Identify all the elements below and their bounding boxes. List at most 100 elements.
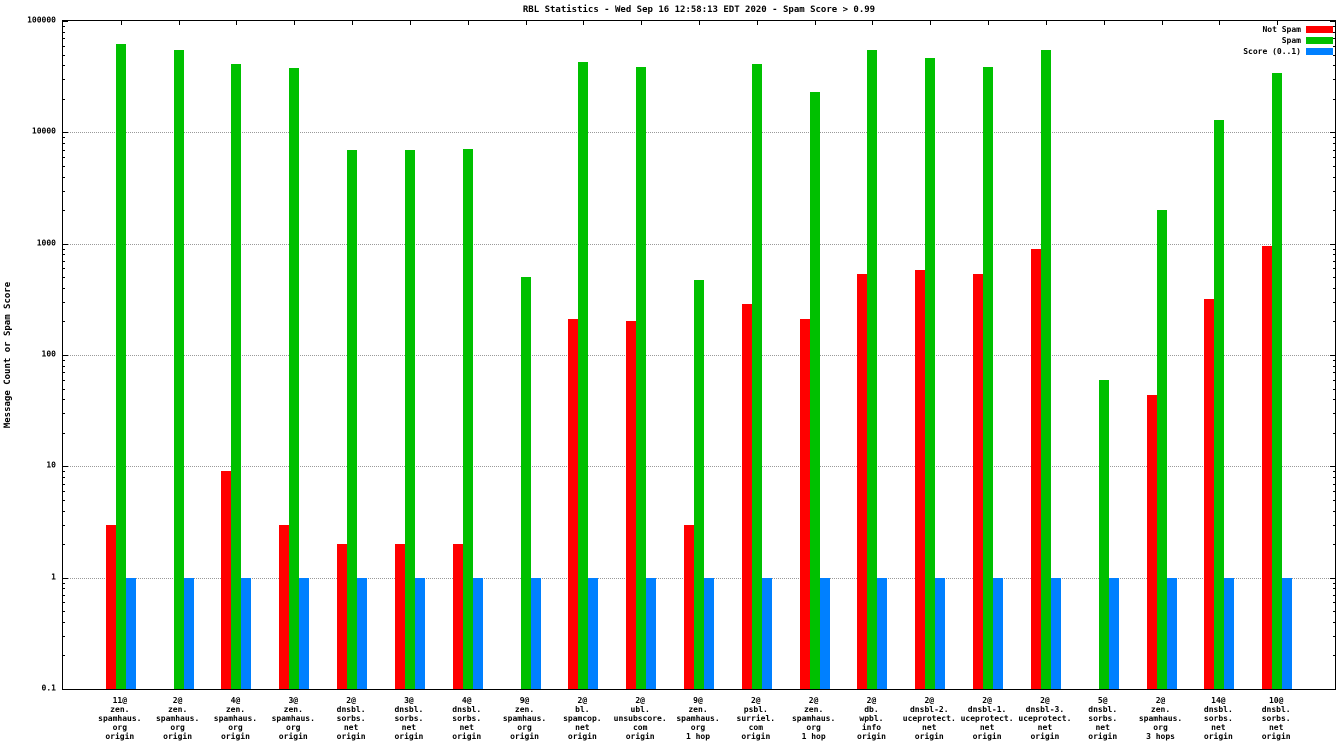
bar-score-0-1 bbox=[1224, 577, 1235, 689]
y-axis-minor-tick bbox=[63, 588, 65, 590]
y-axis-minor-tick bbox=[63, 544, 65, 546]
bar-score-0-1 bbox=[935, 577, 946, 689]
y-axis-tick-label: 1000 bbox=[36, 238, 56, 248]
x-axis-label: 2@ dnsbl-3. uceprotect. net origin bbox=[1018, 696, 1072, 741]
bar-spam bbox=[578, 61, 589, 689]
bar-spam bbox=[694, 280, 704, 689]
y-axis-minor-tick bbox=[1333, 477, 1335, 479]
y-axis-minor-tick bbox=[63, 432, 65, 434]
y-axis-minor-tick bbox=[1333, 210, 1335, 212]
bar-not-spam bbox=[568, 319, 579, 689]
y-axis-minor-tick bbox=[1333, 594, 1335, 596]
bar-not-spam bbox=[915, 270, 926, 689]
y-axis-minor-tick bbox=[1333, 79, 1335, 81]
y-axis-tick bbox=[1330, 21, 1335, 22]
x-axis-label: 2@ dnsbl-2. uceprotect. net origin bbox=[902, 696, 956, 741]
y-axis-minor-tick bbox=[1333, 655, 1335, 657]
bar-score-0-1 bbox=[761, 577, 772, 689]
y-axis-minor-tick bbox=[1333, 137, 1335, 139]
x-axis-label: 14@ dnsbl. sorbs. net origin bbox=[1203, 696, 1233, 741]
y-axis-minor-tick bbox=[1333, 98, 1335, 100]
y-axis-minor-tick bbox=[1333, 54, 1335, 56]
y-axis-minor-tick bbox=[63, 321, 65, 323]
bar-spam bbox=[1040, 49, 1051, 689]
bar-score-0-1 bbox=[241, 577, 252, 689]
y-axis-minor-tick bbox=[1333, 491, 1335, 493]
legend-label-not-spam: Not Spam bbox=[1262, 24, 1301, 34]
bar-score-0-1 bbox=[819, 577, 830, 689]
bar-not-spam bbox=[394, 544, 405, 689]
y-axis-tick bbox=[63, 243, 68, 245]
y-axis-minor-tick bbox=[63, 655, 65, 657]
y-axis-minor-tick bbox=[1333, 582, 1335, 584]
x-axis-label: 2@ dnsbl-1. uceprotect. net origin bbox=[960, 696, 1014, 741]
bar-score-0-1 bbox=[125, 577, 136, 689]
bar-score-0-1 bbox=[1282, 577, 1293, 689]
y-axis-minor-tick bbox=[1333, 360, 1335, 362]
x-axis-tick bbox=[1045, 21, 1047, 25]
x-axis-label: 3@ dnsbl. sorbs. net origin bbox=[394, 696, 424, 741]
y-axis-tick-label: 100000 bbox=[27, 15, 56, 25]
bar-not-spam bbox=[1030, 248, 1041, 689]
y-axis-minor-tick bbox=[1333, 611, 1335, 613]
y-axis-minor-tick bbox=[63, 54, 65, 56]
y-axis-minor-tick bbox=[1333, 31, 1335, 33]
y-axis-minor-tick bbox=[63, 45, 65, 47]
y-axis-minor-tick bbox=[63, 31, 65, 33]
y-axis-minor-tick bbox=[63, 157, 65, 159]
y-axis-minor-tick bbox=[63, 483, 65, 485]
bar-spam bbox=[1214, 119, 1225, 689]
bar-spam bbox=[115, 44, 126, 689]
bar-score-0-1 bbox=[588, 577, 599, 689]
legend-label-score: Score (0..1) bbox=[1243, 46, 1301, 56]
y-axis-minor-tick bbox=[63, 399, 65, 401]
y-axis-minor-tick bbox=[63, 491, 65, 493]
y-axis-minor-tick bbox=[1333, 38, 1335, 40]
bar-spam bbox=[404, 149, 415, 689]
y-axis-minor-tick bbox=[63, 524, 65, 526]
bar-score-0-1 bbox=[993, 577, 1004, 689]
bar-score-0-1 bbox=[1166, 577, 1177, 689]
x-axis-tick bbox=[1219, 21, 1221, 25]
y-axis-minor-tick bbox=[1333, 432, 1335, 434]
x-axis-tick bbox=[236, 21, 238, 25]
x-axis-label: 2@ bl. spamcop. net origin bbox=[563, 696, 602, 741]
y-axis-minor-tick bbox=[1333, 621, 1335, 623]
y-axis-minor-tick bbox=[63, 143, 65, 145]
y-axis-minor-tick bbox=[63, 149, 65, 151]
y-axis-tick bbox=[1330, 243, 1335, 245]
bar-not-spam bbox=[1204, 298, 1215, 689]
x-axis-label: 9@ zen. spamhaus. org 1 hop bbox=[676, 696, 720, 741]
bar-spam bbox=[520, 277, 531, 689]
bar-not-spam bbox=[857, 274, 868, 689]
bar-score-0-1 bbox=[646, 577, 657, 689]
legend-swatch-not-spam bbox=[1306, 25, 1333, 33]
x-axis-tick bbox=[583, 21, 585, 25]
y-axis-minor-tick bbox=[63, 176, 65, 178]
x-axis-label: 4@ zen. spamhaus. org origin bbox=[213, 696, 258, 741]
x-axis-label: 2@ zen. spamhaus. org 1 hop bbox=[791, 696, 836, 741]
y-axis-tick bbox=[1330, 132, 1335, 134]
bar-spam bbox=[751, 64, 762, 689]
x-axis-label: 2@ ubl. unsubscore. com origin bbox=[613, 696, 667, 741]
bar-not-spam bbox=[337, 544, 348, 689]
bar-score-0-1 bbox=[183, 577, 194, 689]
y-axis-minor-tick bbox=[1333, 45, 1335, 47]
x-axis-label: 4@ dnsbl. sorbs. net origin bbox=[452, 696, 482, 741]
y-axis-minor-tick bbox=[63, 602, 65, 604]
y-axis-tick bbox=[63, 355, 68, 356]
y-axis-minor-tick bbox=[1333, 483, 1335, 485]
y-axis-minor-tick bbox=[1333, 260, 1335, 262]
y-axis-minor-tick bbox=[63, 254, 65, 256]
x-axis-label: 2@ zen. spamhaus. org origin bbox=[155, 696, 200, 741]
y-axis-tick bbox=[63, 689, 68, 690]
bar-spam bbox=[809, 92, 820, 689]
y-axis-tick-label: 0.1 bbox=[41, 683, 56, 693]
x-axis-tick bbox=[872, 21, 874, 25]
y-axis-minor-tick bbox=[1333, 544, 1335, 546]
legend-item-score: Score (0..1) bbox=[1243, 46, 1333, 56]
y-axis-tick bbox=[63, 132, 68, 134]
y-axis-minor-tick bbox=[63, 388, 65, 390]
x-axis-tick bbox=[641, 21, 643, 25]
bar-score-0-1 bbox=[877, 577, 888, 689]
